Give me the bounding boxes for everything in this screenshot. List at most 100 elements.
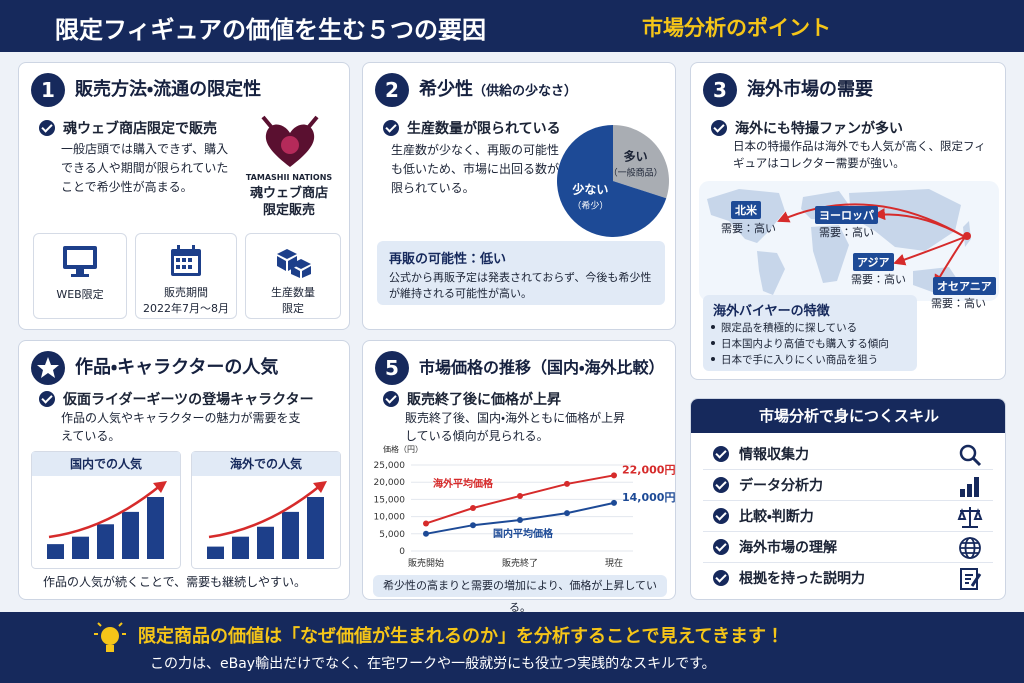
bar [207, 546, 224, 559]
line-chart: 価格（円） 0 5,000 10,000 15,000 20,000 25,000 販売開始 販… [374, 445, 676, 569]
x-tick-label: 現在 [605, 557, 623, 569]
pie-sublabel: （一般商品） [609, 167, 663, 179]
caption-line: 魂ウェブ商店 [249, 186, 328, 201]
feature-card: 販売期間 2022年7月～8月 [135, 233, 237, 319]
factor-point: 魂ウェブ商店限定で販売 [63, 121, 217, 137]
bar-chart-title: 海外での人気 [230, 456, 302, 471]
header-title: 限定フィギュアの価値を生む５つの要因 [55, 16, 487, 44]
series-point [470, 522, 476, 529]
factor-panel: 1 販売方法・流通の限定性 魂ウェブ商店限定で販売 一般店頭では購入できず、購入… [18, 62, 350, 330]
trend-arrowhead [153, 481, 167, 493]
skill-row: データ分析力 [703, 470, 993, 501]
feature-card: WEB限定 [33, 233, 127, 319]
region-demand: 需要：高い [819, 226, 874, 239]
buyer-item: 日本国内より高値でも購入する傾向 [709, 336, 889, 352]
factor-point: 生産数量が限られている [407, 121, 561, 137]
y-tick-label: 15,000 [374, 495, 406, 505]
trend-arrowhead [313, 481, 327, 493]
bar-chart-title: 国内での人気 [70, 456, 142, 471]
series-point [423, 530, 429, 537]
title-main: 希少性 [419, 79, 473, 100]
banner-message: 限定商品の価値は「なぜ価値が生まれるのか」を分析することで見えてきます！ [138, 626, 785, 647]
factor-panel: 作品・キャラクターの人気 仮面ライダーギーツの登場キャラクター 作品の人気やキャ… [18, 340, 350, 600]
info-text: 公式から再販予定は発表されておらず、今後も希少性が維持される可能性が高い。 [389, 271, 652, 300]
bulb-icon [94, 622, 126, 652]
chart-icon [960, 477, 979, 497]
globe-icon [959, 537, 981, 559]
check-icon [383, 120, 399, 136]
series-point [517, 517, 523, 524]
buyer-item: 限定品を積極的に探している [709, 320, 889, 336]
caption-line: 限定販売 [262, 203, 315, 218]
skill-text: データ分析力 [739, 478, 823, 494]
header-subtitle: 市場分析のポイント [642, 16, 831, 40]
factor-description: 日本の特撮作品は海外でも人気が高く、限定フィギュアはコレクター需要が強い。 [733, 139, 986, 170]
skill-row: 情報収集力 [703, 439, 993, 470]
factor-title: 希少性（供給の少なさ） [419, 75, 577, 107]
buyer-title: 海外バイヤーの特徴 [713, 304, 830, 319]
y-tick-label: 5,000 [379, 530, 405, 540]
factor-number: 1 [31, 73, 65, 107]
bar-chart-frame [191, 451, 341, 569]
bar-chart-frame [31, 451, 181, 569]
skills-title: 市場分析で身につくスキル [691, 399, 1005, 433]
factor-number: 3 [703, 73, 737, 107]
region-name: オセアニア [933, 277, 996, 295]
factor-point: 仮面ライダーギーツの登場キャラクター [63, 392, 314, 408]
banner-sub: この力は、eBay輸出だけでなく、在宅ワークや一般就労にも役立つ実践的なスキルで… [150, 656, 716, 672]
factor-description: 販売終了後、国内・海外ともに価格が上昇している傾向が見られる。 [405, 411, 626, 443]
y-tick-label: 20,000 [374, 478, 406, 488]
info-box: 再販の可能性：低い 公式から再販予定は発表されておらず、今後も希少性が維持される… [377, 241, 665, 305]
factor-number: 2 [375, 73, 409, 107]
check-icon [383, 391, 399, 407]
bar [122, 511, 139, 559]
logo-caption: 魂ウェブ商店 限定販売 [241, 185, 337, 219]
factor-description: 作品の人気やキャラクターの魅力が需要を支えている。 [61, 411, 301, 443]
region-name: ヨーロッパ [815, 206, 878, 224]
value-label: 14,000円 [622, 491, 675, 504]
calendar-icon [171, 245, 201, 276]
buyer-text: 日本で手に入りにくい商品を狙う [721, 354, 879, 366]
factor-description: 生産数が少なく、再販の可能性も低いため、市場に出回る数が限られている。 [391, 143, 560, 195]
value-label: 22,000円 [622, 463, 675, 476]
monitor-icon [63, 246, 97, 277]
boxes-icon [277, 249, 311, 278]
series-point [611, 472, 617, 479]
title-note: （供給の少なさ） [473, 84, 578, 99]
region-name: アジア [853, 253, 894, 271]
y-tick-label: 10,000 [374, 513, 406, 523]
factor-point: 販売終了後に価格が上昇 [407, 392, 561, 408]
info-title: 再販の可能性：低い [389, 252, 507, 267]
pie-slice [613, 125, 669, 199]
header: 限定フィギュアの価値を生む５つの要因 市場分析のポイント [0, 0, 1024, 52]
skill-row: 根拠を持った説明力 [703, 563, 993, 594]
buyer-box: 海外バイヤーの特徴 限定品を積極的に探している 日本国内より高値でも購入する傾向… [703, 295, 917, 371]
skills-panel: 市場分析で身につくスキル 情報収集力 データ分析力 比較・判断力 海外市場の理解… [690, 398, 1006, 600]
bar [72, 536, 89, 559]
buyer-list: 限定品を積極的に探している 日本国内より高値でも購入する傾向 日本で手に入りにく… [709, 320, 889, 368]
skill-text: 比較・判断力 [739, 509, 814, 525]
y-tick-label: 25,000 [374, 461, 406, 471]
series-point [423, 520, 429, 527]
bar-chart: 国内での人気 [31, 451, 181, 569]
check-icon [39, 391, 55, 407]
check-icon [39, 120, 55, 136]
series-point [564, 480, 570, 487]
factor-title: 作品・キャラクターの人気 [75, 357, 279, 378]
pie-label: 少ない [572, 181, 608, 196]
factor-title: 市場価格の推移（国内・海外比較） [419, 358, 665, 377]
y-tick-label: 0 [399, 547, 405, 557]
factor-number: 5 [375, 351, 409, 385]
series-point [611, 499, 617, 506]
bar [97, 524, 114, 559]
factor-panel: 3 海外市場の需要 海外にも特撮ファンが多い 日本の特撮作品は海外でも人気が高く… [690, 62, 1006, 380]
region-demand: 需要：高い [851, 273, 906, 286]
feature-text: 2022年7月～8月 [143, 302, 229, 315]
logo-brand: TAMASHII NATIONS [245, 173, 333, 182]
check-icon [711, 120, 727, 136]
series-point [564, 510, 570, 517]
bar-chart-header [32, 452, 180, 476]
scale-icon [957, 507, 983, 528]
series-name: 海外平均価格 [433, 477, 494, 490]
x-tick-label: 販売開始 [408, 557, 444, 569]
